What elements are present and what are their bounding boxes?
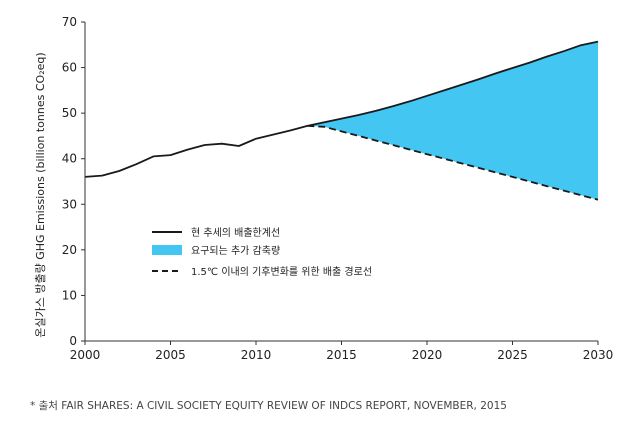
reduction-area: [307, 41, 598, 200]
legend-label: 1.5℃ 이내의 기후변화를 위한 배출 경로선: [191, 265, 372, 278]
axes: [81, 21, 599, 345]
x-tick-label: 2020: [412, 348, 443, 362]
series-layer: [84, 40, 599, 201]
y-tick-label: 30: [62, 197, 77, 211]
x-tick-label: 2000: [70, 348, 101, 362]
legend-label: 요구되는 추가 감축량: [191, 245, 280, 257]
y-tick-label: 50: [62, 106, 77, 120]
reduction-area-layer: [307, 41, 598, 200]
x-tick-label: 2025: [497, 348, 528, 362]
x-tick-label: 2030: [583, 348, 614, 362]
y-tick-label: 0: [69, 334, 77, 348]
y-tick-label: 40: [62, 152, 77, 166]
y-tick-label: 10: [62, 288, 77, 302]
legend-swatch-area: [152, 245, 182, 255]
y-axis-label: 온실가스 방출량 GHG Emissions (billion tonnes C…: [34, 52, 47, 337]
x-tick-label: 2005: [155, 348, 186, 362]
current-trend-line: [84, 40, 599, 178]
y-tick-label: 70: [62, 15, 77, 29]
x-tick-label: 2015: [326, 348, 357, 362]
x-tick-label: 2010: [241, 348, 272, 362]
pathway-1-5c-line: [307, 125, 599, 201]
source-note: * 출처 FAIR SHARES: A CIVIL SOCIETY EQUITY…: [30, 400, 507, 412]
legend-label: 현 추세의 배출한계선: [191, 227, 280, 239]
y-tick-label: 60: [62, 61, 77, 75]
y-tick-label: 20: [62, 243, 77, 257]
